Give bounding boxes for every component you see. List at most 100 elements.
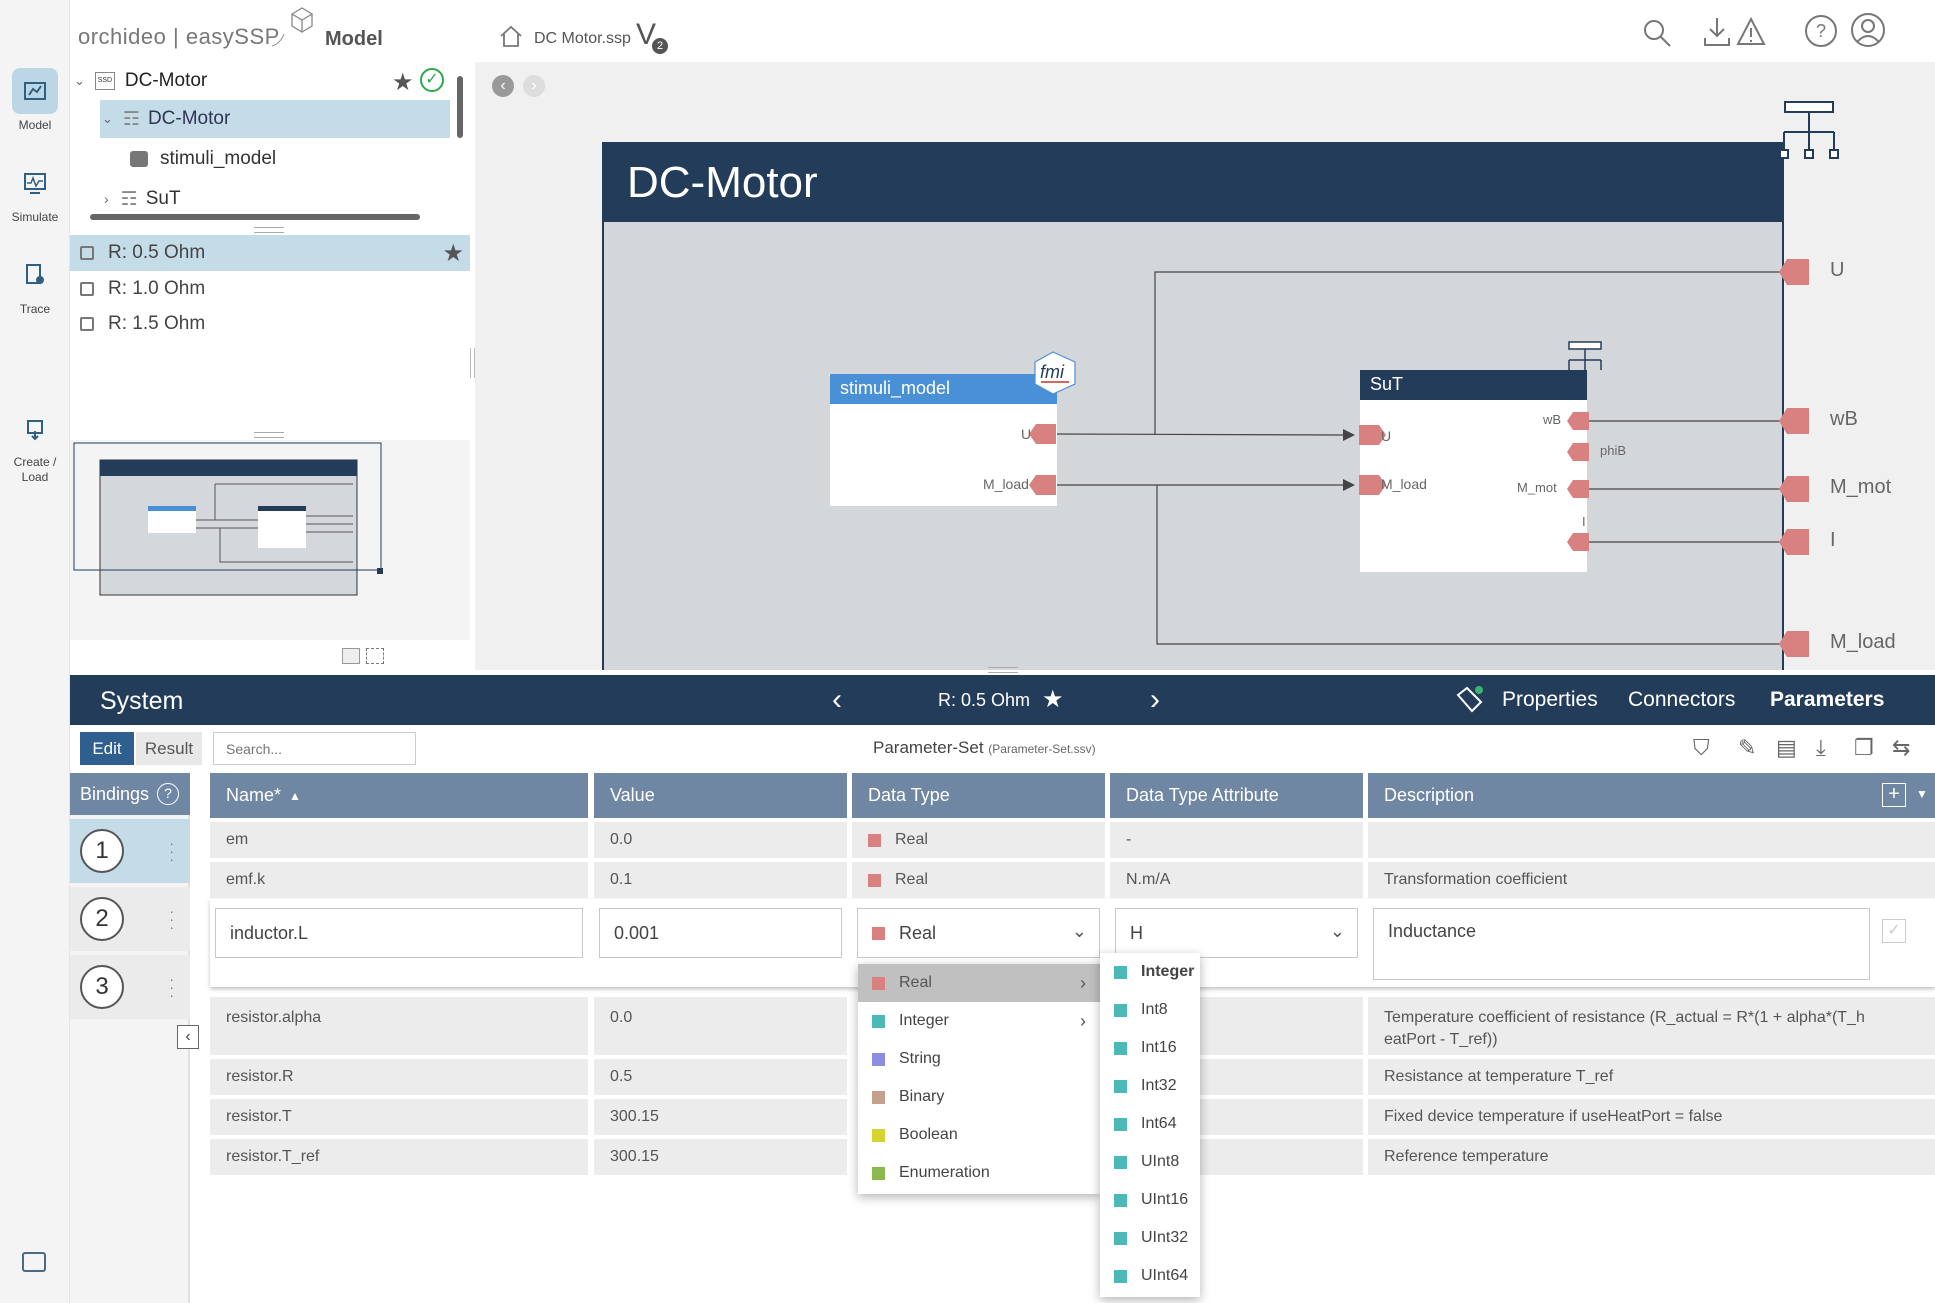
fullscreen-icon[interactable] [366, 648, 384, 664]
rail-model-button[interactable]: Model [4, 68, 66, 132]
star-icon[interactable]: ★ [1042, 686, 1064, 713]
table-row-value[interactable]: 0.0 [594, 997, 847, 1055]
table-row-name[interactable]: em [210, 822, 588, 858]
chevron-down-icon[interactable]: ⌄ [74, 73, 85, 88]
table-row-name[interactable]: resistor.T [210, 1099, 588, 1135]
minimap[interactable] [70, 440, 470, 664]
tree-horizontal-scrollbar[interactable] [80, 214, 455, 224]
table-row-value[interactable]: 0.1 [594, 862, 847, 898]
table-row-desc[interactable]: Temperature coefficient of resistance (R… [1368, 997, 1935, 1055]
column-header-data-type-attribute[interactable]: Data Type Attribute [1110, 773, 1363, 818]
table-row-value[interactable]: 0.0 [594, 822, 847, 858]
table-row-value[interactable]: 300.15 [594, 1099, 847, 1135]
add-column-button[interactable]: + [1882, 783, 1906, 807]
variant-row[interactable]: R: 0.5 Ohm ★ [70, 235, 470, 271]
user-avatar-icon[interactable] [1850, 12, 1886, 48]
binding-item[interactable]: 1 · · · [70, 819, 190, 883]
search-input[interactable] [213, 732, 416, 765]
edit-button[interactable]: Edit [80, 732, 134, 765]
star-icon[interactable]: ★ [392, 69, 414, 96]
tab-parameters[interactable]: Parameters [1770, 688, 1885, 711]
table-row-attr[interactable]: N.m/A [1110, 862, 1363, 898]
variant-row[interactable]: R: 1.5 Ohm [70, 306, 470, 342]
submenu-item[interactable]: Integer [1100, 953, 1200, 991]
swap-arrows-icon[interactable]: ⇆ [1892, 735, 1911, 760]
splitter-handle[interactable] [988, 667, 1018, 673]
tree-root-row[interactable]: ⌄ SSD DC-Motor ★ ✓ [70, 62, 450, 100]
binding-item[interactable]: 3 · · · [70, 955, 190, 1019]
table-row-type[interactable]: Real [852, 862, 1105, 898]
column-header-description[interactable]: Description [1368, 773, 1935, 818]
name-field[interactable]: inductor.L [215, 908, 583, 958]
menu-item-integer[interactable]: Integer › [858, 1002, 1100, 1040]
search-icon[interactable] [1642, 18, 1672, 48]
more-options-icon[interactable]: · · · [169, 835, 174, 867]
table-row-value[interactable]: 300.15 [594, 1139, 847, 1175]
submenu-item[interactable]: UInt64 [1100, 1257, 1200, 1295]
table-row-name[interactable]: resistor.R [210, 1059, 588, 1095]
menu-item-real[interactable]: Real › [858, 964, 1100, 1002]
table-row-desc[interactable]: Transformation coefficient [1368, 862, 1935, 898]
tree-stimuli-row[interactable]: stimuli_model [130, 140, 276, 178]
help-icon[interactable]: ? [157, 783, 180, 805]
tag-add-icon[interactable]: ⛉ [1693, 735, 1710, 760]
fmu-block-title[interactable]: stimuli_model [840, 378, 951, 398]
value-field[interactable]: 0.001 [599, 908, 842, 958]
confirm-checkbox[interactable]: ✓ [1882, 919, 1906, 943]
description-field[interactable]: Inductance [1373, 908, 1870, 980]
download-icon[interactable]: ⤓ [1816, 735, 1826, 760]
tab-connectors[interactable]: Connectors [1628, 688, 1736, 711]
submenu-item[interactable]: Int32 [1100, 1067, 1200, 1105]
vertical-splitter-handle[interactable] [470, 348, 475, 378]
table-row-name[interactable]: emf.k [210, 862, 588, 898]
tab-properties[interactable]: Properties [1502, 688, 1598, 711]
submenu-item[interactable]: Int8 [1100, 991, 1200, 1029]
submenu-item[interactable]: UInt8 [1100, 1143, 1200, 1181]
rail-simulate-button[interactable]: Simulate [4, 160, 66, 224]
table-row-name[interactable]: resistor.T_ref [210, 1139, 588, 1175]
home-icon[interactable] [498, 24, 524, 48]
submenu-item[interactable]: Int64 [1100, 1105, 1200, 1143]
column-header-data-type[interactable]: Data Type [852, 773, 1105, 818]
download-icon[interactable] [1702, 16, 1732, 48]
table-row-name[interactable]: resistor.alpha [210, 997, 588, 1055]
paste-icon[interactable]: ▤ [1776, 735, 1797, 760]
warning-icon[interactable] [1736, 16, 1766, 48]
tree-child-row[interactable]: ⌄ ☶ DC-Motor [100, 100, 450, 138]
back-nav-button[interactable]: ‹ [492, 75, 514, 97]
menu-item-boolean[interactable]: Boolean [858, 1116, 1100, 1154]
menu-item-binary[interactable]: Binary [858, 1078, 1100, 1116]
table-row-type[interactable]: Real [852, 822, 1105, 858]
prev-variant-button[interactable]: ‹ [832, 683, 842, 716]
more-options-icon[interactable]: · · · [169, 903, 174, 935]
result-button[interactable]: Result [136, 732, 202, 765]
menu-item-enumeration[interactable]: Enumeration [858, 1154, 1100, 1192]
rail-create-load-button[interactable]: Create / Load [4, 405, 66, 485]
column-header-value[interactable]: Value [594, 773, 847, 818]
table-row-desc[interactable]: Reference temperature [1368, 1139, 1935, 1175]
splitter-handle[interactable] [254, 227, 284, 233]
chevron-down-icon[interactable]: ⌄ [102, 111, 113, 126]
table-row-desc[interactable] [1368, 822, 1935, 858]
data-type-attribute-select[interactable]: H ⌄ [1115, 908, 1358, 958]
tree-sut-row[interactable]: › ☶ SuT [100, 180, 181, 218]
table-row-attr[interactable]: - [1110, 822, 1363, 858]
column-header-name[interactable]: Name* ▲ [210, 773, 588, 818]
splitter-handle[interactable] [254, 432, 284, 438]
forward-nav-button[interactable]: › [523, 75, 545, 97]
table-row-desc[interactable]: Resistance at temperature T_ref [1368, 1059, 1935, 1095]
submenu-item[interactable]: Int16 [1100, 1029, 1200, 1067]
binding-item[interactable]: 2 · · · [70, 887, 190, 951]
collapse-panel-button[interactable]: ‹ [177, 1025, 199, 1049]
pencil-icon[interactable]: ✎ [1738, 735, 1757, 760]
chevron-right-icon[interactable]: › [104, 191, 109, 207]
fit-view-icon[interactable] [342, 648, 360, 664]
more-options-icon[interactable]: · · · [169, 971, 174, 1003]
feedback-icon[interactable] [22, 1252, 46, 1272]
rail-trace-button[interactable]: Trace [4, 252, 66, 316]
diagram-canvas[interactable]: ‹ › [475, 62, 1935, 670]
tree-vertical-scrollbar[interactable] [457, 64, 465, 224]
menu-item-string[interactable]: String [858, 1040, 1100, 1078]
star-icon[interactable]: ★ [442, 240, 464, 267]
next-variant-button[interactable]: › [1150, 683, 1160, 716]
